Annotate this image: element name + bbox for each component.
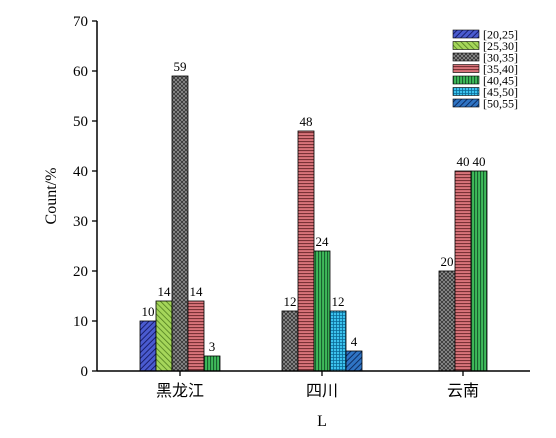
bar: [139, 320, 157, 372]
bar: [454, 170, 472, 372]
bar: [281, 310, 299, 372]
data-label: 20: [441, 254, 454, 269]
y-tick-label: 10: [73, 314, 88, 330]
x-axis: 黑龙江 四川 云南: [97, 370, 530, 400]
legend-swatch: [452, 41, 480, 50]
legend-label: [45,50]: [483, 85, 518, 99]
y-axis: 0 10 20 30 40 50 60 70: [73, 14, 98, 380]
data-label: 3: [209, 339, 216, 354]
legend-label: [25,30]: [483, 39, 518, 53]
legend-label: [30,35]: [483, 51, 518, 65]
bars-layer: [139, 75, 488, 372]
x-axis-title: L: [317, 413, 327, 430]
x-tick-label: 黑龙江: [156, 382, 204, 400]
bar: [171, 75, 189, 372]
y-tick-label: 20: [73, 264, 88, 280]
x-ticks: 黑龙江 四川 云南: [156, 371, 479, 400]
data-label: 14: [158, 284, 172, 299]
bar: [329, 310, 347, 372]
data-label: 24: [316, 234, 330, 249]
x-tick-label: 四川: [306, 383, 338, 400]
bar: [297, 130, 315, 372]
y-tick-label: 30: [73, 214, 88, 230]
legend-swatch: [452, 64, 480, 73]
bar: [155, 300, 173, 372]
y-tick-label: 40: [73, 164, 88, 180]
legend-swatch: [452, 98, 480, 108]
bar: [438, 270, 456, 372]
legend-label: [40,45]: [483, 74, 518, 88]
data-label: 40: [457, 154, 470, 169]
data-label: 12: [284, 294, 297, 309]
y-axis-title: Count/%: [43, 168, 60, 225]
y-tick-label: 60: [73, 64, 88, 80]
data-label: 48: [300, 114, 313, 129]
x-tick-label: 云南: [447, 382, 479, 400]
data-label: 10: [142, 304, 155, 319]
data-label: 40: [473, 154, 486, 169]
y-ticks: 0 10 20 30 40 50 60 70: [73, 14, 97, 380]
y-tick-label: 50: [73, 114, 88, 130]
data-label: 59: [174, 59, 187, 74]
bar: [470, 170, 488, 372]
y-tick-label: 70: [73, 14, 88, 30]
bar: [313, 250, 331, 372]
legend: [20,25][25,30][30,35][35,40][40,45][45,5…: [452, 28, 518, 111]
legend-swatch: [452, 52, 480, 62]
legend-label: [20,25]: [483, 28, 518, 42]
bar: [203, 355, 221, 372]
legend-swatch: [452, 75, 480, 85]
bar: [187, 300, 205, 372]
legend-swatch: [452, 29, 480, 39]
y-tick-label: 0: [81, 364, 89, 380]
legend-label: [35,40]: [483, 62, 518, 76]
data-label: 4: [351, 334, 358, 349]
data-label: 14: [190, 284, 204, 299]
legend-swatch: [452, 87, 480, 96]
data-label: 12: [332, 294, 345, 309]
legend-label: [50,55]: [483, 97, 518, 111]
bar: [345, 350, 363, 372]
